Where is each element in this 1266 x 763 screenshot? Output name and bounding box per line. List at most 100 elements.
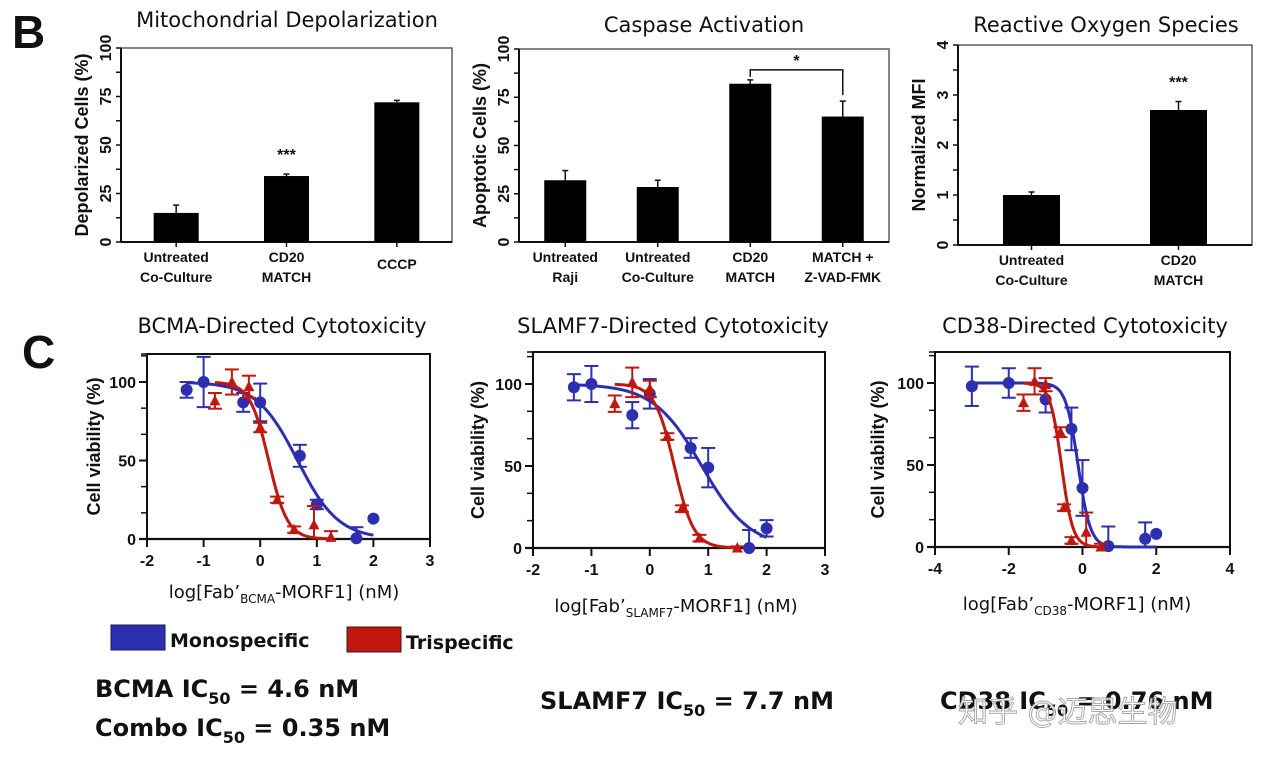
x-category-label: Co-Culture (140, 269, 213, 285)
y-tick-label: 100 (897, 376, 924, 393)
bar (1003, 195, 1060, 245)
bar (153, 212, 199, 242)
data-point-monospecific (760, 522, 773, 535)
plot-frame (957, 44, 1253, 246)
ic50-cd38-prefix: CD38 IC (940, 687, 1046, 715)
x-category-label: CD20 (732, 249, 768, 265)
plot-frame (532, 351, 826, 549)
y-tick-label: 100 (496, 36, 513, 63)
data-point-trispecific (644, 382, 656, 394)
y-tick-label: 100 (109, 375, 136, 392)
ic50-cd38-sub: 50 (1046, 701, 1068, 720)
data-point-trispecific (731, 542, 743, 553)
y-axis-label: Cell viability (%) (468, 381, 488, 519)
x-category-label: CCCP (377, 256, 417, 272)
x-category-label: MATCH (725, 269, 775, 285)
ic50-bcma-sub: 50 (208, 689, 230, 708)
y-tick-label: 2 (935, 140, 952, 149)
x-category-label: Z-VAD-FMK (804, 269, 881, 285)
x-tick-label: 1 (704, 562, 713, 579)
data-point-monospecific (743, 542, 756, 554)
data-point-trispecific (325, 531, 337, 542)
x-axis-label-pre: log[Fab’ (554, 596, 625, 617)
ic50-bcma-prefix: BCMA IC (95, 675, 208, 703)
data-point-monospecific (197, 376, 210, 388)
bar (1150, 110, 1207, 245)
data-point-trispecific (243, 380, 255, 392)
x-category-label: Co-Culture (622, 269, 695, 285)
x-category-label: Untreated (533, 249, 598, 265)
panel-letter-b: B (12, 6, 45, 58)
x-axis-label: log[Fab’CD38-MORF1] (nM) (963, 594, 1191, 618)
fit-curve-trispecific (614, 382, 738, 550)
x-category-label: MATCH (262, 269, 312, 285)
x-tick-label: 0 (256, 553, 265, 570)
data-point-monospecific (293, 449, 306, 462)
significance-bracket (749, 69, 844, 96)
chart-title: Caspase Activation (604, 13, 804, 37)
x-tick-label: 2 (1152, 561, 1161, 578)
ic50-combo: Combo IC50 = 0.35 nM (95, 714, 390, 747)
legend-label-trispecific: Trispecific (406, 632, 514, 654)
fit-curve-monospecific (186, 381, 374, 537)
x-tick-label: 2 (762, 562, 771, 579)
y-tick-label: 0 (935, 240, 952, 249)
data-point-trispecific (1018, 396, 1029, 408)
y-axis-label: Apoptotic Cells (%) (470, 63, 490, 228)
data-point-trispecific (308, 518, 320, 530)
data-point-monospecific (350, 532, 363, 545)
x-tick-label: -4 (928, 561, 942, 578)
x-tick-label: -1 (584, 562, 598, 579)
x-category-label: Untreated (999, 252, 1064, 268)
chart-title: Mitochondrial Depolarization (136, 8, 438, 32)
x-axis-label-pre: log[Fab’ (169, 582, 240, 603)
y-tick-label: 0 (127, 532, 136, 549)
x-axis-label-post: -MORF1] (nM) (1067, 594, 1191, 615)
chart-cd38-cytotoxicity: CD38-Directed Cytotoxicity 0 50 100 -4 -2 0 2 4 C… (868, 314, 1235, 618)
bar (636, 186, 679, 242)
y-tick-label: 50 (98, 136, 115, 154)
panel-letter-c: C (22, 326, 55, 378)
chart-mitochondrial-depolarization: Mitochondrial Depolarization 0 25 50 75 100 De… (72, 8, 453, 285)
data-point-trispecific (693, 532, 705, 543)
y-tick-label: 50 (118, 454, 136, 471)
chart-title: SLAMF7-Directed Cytotoxicity (517, 314, 829, 338)
x-tick-label: 0 (1078, 561, 1087, 578)
data-point-trispecific (1029, 375, 1041, 386)
fit-curve-monospecific (573, 383, 768, 539)
chart-title: BCMA-Directed Cytotoxicity (137, 314, 426, 338)
x-axis-label-pre: log[Fab’ (963, 594, 1034, 615)
data-point-trispecific (271, 493, 283, 505)
y-tick-label: 1 (935, 190, 952, 199)
data-point-monospecific (702, 461, 715, 474)
y-tick-label: 0 (496, 237, 513, 246)
chart-title: CD38-Directed Cytotoxicity (942, 314, 1228, 338)
data-point-trispecific (288, 523, 300, 535)
data-point-trispecific (1054, 426, 1066, 437)
bar (729, 83, 772, 243)
data-point-monospecific (367, 512, 380, 525)
significance-marker: *** (277, 147, 296, 164)
x-axis-label-sub: SLAMF7 (626, 606, 674, 620)
plot-frame (934, 351, 1231, 548)
x-tick-label: -1 (196, 553, 210, 570)
y-tick-label: 0 (98, 237, 115, 246)
data-point-trispecific (1040, 378, 1052, 390)
significance-marker: *** (1169, 75, 1188, 92)
data-point-monospecific (965, 380, 978, 393)
ic50-combo-sub: 50 (223, 728, 245, 747)
ic50-combo-suffix: = 0.35 nM (245, 714, 390, 742)
data-point-monospecific (585, 378, 598, 390)
x-tick-label: 4 (1226, 561, 1235, 578)
x-category-label: Raji (552, 269, 578, 285)
x-category-label: MATCH + (812, 249, 874, 265)
data-point-monospecific (626, 409, 639, 422)
y-tick-label: 75 (496, 88, 513, 106)
y-tick-label: 25 (98, 185, 115, 203)
data-point-trispecific (1058, 501, 1070, 513)
y-axis-label: Cell viability (%) (84, 377, 104, 515)
ic50-slamf7: SLAMF7 IC50 = 7.7 nM (540, 687, 834, 720)
x-category-label: Untreated (625, 249, 690, 265)
legend-swatch-monospecific (110, 624, 166, 651)
